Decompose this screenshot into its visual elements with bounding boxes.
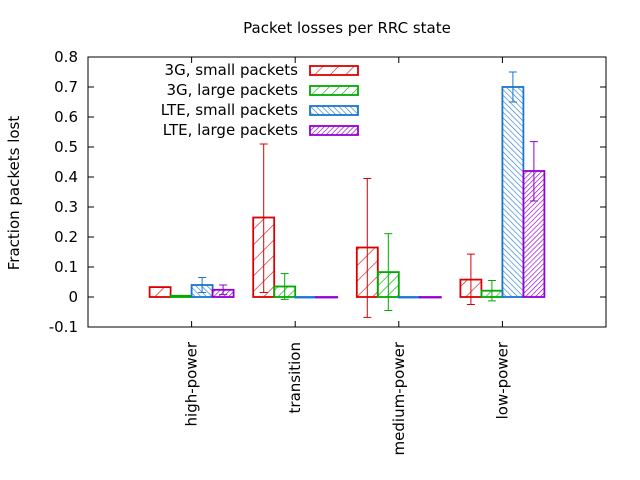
y-tick-label: 0.4	[54, 168, 78, 186]
category-label: high-power	[183, 341, 201, 426]
legend-label: 3G, small packets	[165, 61, 299, 79]
bar	[148, 286, 172, 298]
y-tick-label: 0.3	[54, 198, 78, 216]
legend: 3G, small packets 3G, large packets LTE, s…	[161, 61, 359, 139]
error-bars	[198, 71, 538, 318]
legend-label: 3G, large packets	[166, 81, 298, 99]
bar	[397, 296, 421, 299]
y-tick-label: -0.1	[49, 318, 78, 336]
bar	[169, 294, 193, 298]
legend-swatch	[309, 85, 359, 96]
legend-swatch	[309, 65, 359, 76]
y-tick-label: 0.1	[54, 258, 78, 276]
legend-label: LTE, large packets	[163, 121, 298, 139]
bar	[315, 296, 339, 299]
legend-label: LTE, small packets	[161, 101, 298, 119]
y-axis-title: Fraction packets lost	[5, 116, 23, 271]
y-tick-label: 0.2	[54, 228, 78, 246]
plot-frame	[87, 56, 607, 328]
bar	[294, 296, 318, 299]
bar	[501, 86, 525, 298]
y-tick-label: 0.7	[54, 78, 78, 96]
y-tick-label: 0	[68, 288, 78, 306]
y-tick-label: 0.6	[54, 108, 78, 126]
bar	[418, 296, 442, 299]
y-tick-label: 0.8	[54, 48, 78, 66]
y-axis: -0.1 0 0.1 0.2 0.3 0.4 0.5 0.6 0.7 0.8	[49, 48, 606, 336]
chart-title: Packet losses per RRC state	[243, 19, 451, 37]
legend-swatch	[309, 125, 359, 136]
x-axis: high-power transition medium-power low-powe…	[183, 57, 511, 455]
y-tick-label: 0.5	[54, 138, 78, 156]
legend-swatch	[309, 105, 359, 116]
category-label: medium-power	[390, 341, 408, 455]
category-label: transition	[286, 342, 304, 413]
category-label: low-power	[493, 341, 511, 419]
